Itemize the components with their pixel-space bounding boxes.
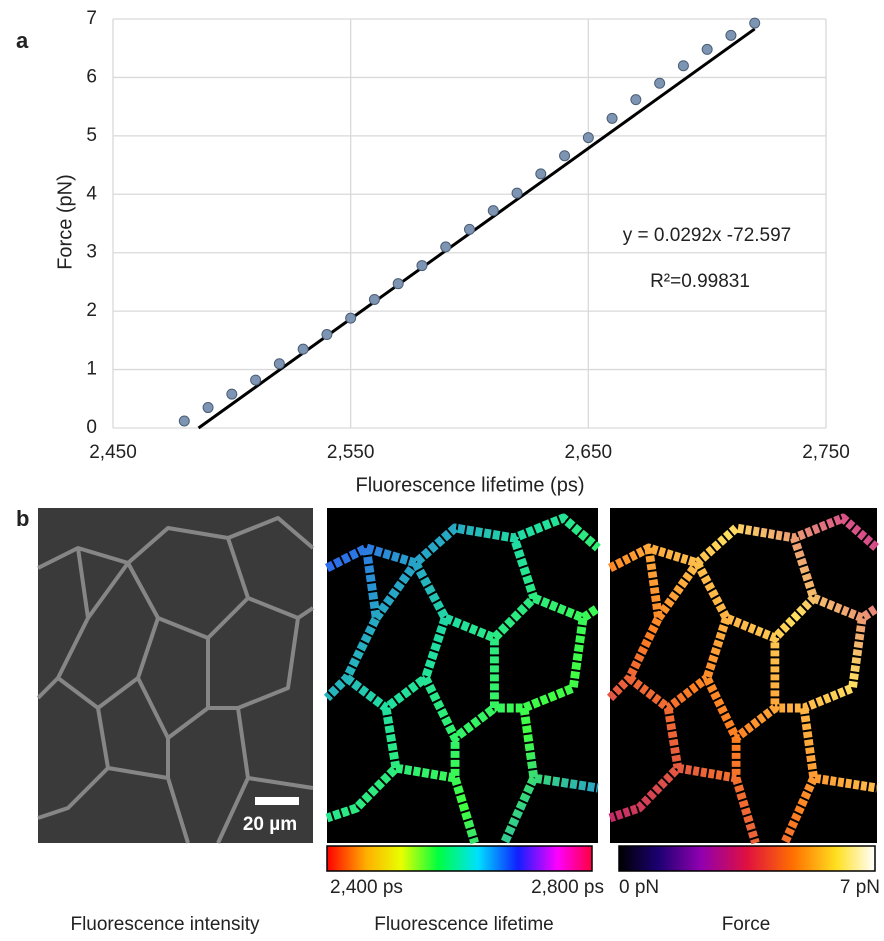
image-caption: Fluorescence intensity — [70, 914, 260, 935]
x-tick-label: 2,450 — [89, 442, 137, 463]
data-point — [441, 242, 451, 252]
data-point — [346, 313, 356, 323]
data-point — [583, 133, 593, 143]
data-point — [274, 359, 284, 369]
data-point — [465, 224, 475, 234]
data-point — [203, 403, 213, 413]
data-point — [536, 169, 546, 179]
data-point — [726, 30, 736, 40]
x-tick-label: 2,650 — [565, 442, 613, 463]
y-tick-label: 0 — [86, 417, 97, 438]
y-tick-label: 3 — [86, 242, 97, 263]
data-point — [227, 389, 237, 399]
data-point — [750, 18, 760, 28]
colorbar — [327, 846, 592, 871]
data-point — [298, 344, 308, 354]
data-point — [607, 113, 617, 123]
data-point — [322, 330, 332, 340]
scale-bar — [255, 797, 299, 805]
data-point — [702, 44, 712, 54]
y-tick-label: 5 — [86, 125, 97, 146]
data-point — [488, 206, 498, 216]
scale-bar-label: 20 µm — [243, 814, 297, 835]
y-tick-label: 4 — [86, 183, 97, 204]
data-point — [393, 279, 403, 289]
x-tick-label: 2,750 — [802, 442, 850, 463]
data-point — [251, 375, 261, 385]
panel-label: b — [16, 506, 29, 531]
equation: y = 0.0292x -72.597 — [623, 225, 792, 246]
data-point — [560, 151, 570, 161]
y-tick-label: 1 — [86, 359, 97, 380]
data-point — [678, 61, 688, 71]
y-tick-label: 2 — [86, 300, 97, 321]
lifetime-image — [327, 508, 598, 843]
x-axis-label: Fluorescence lifetime (ps) — [356, 474, 585, 496]
y-axis-label: Force (pN) — [54, 174, 76, 270]
data-point — [655, 78, 665, 88]
colorbar-label: 2,400 ps — [330, 877, 403, 898]
figure: a b 0 1 2 3 4 5 6 7 2,450 2,550 2,650 2,750 Fluores… — [0, 0, 884, 941]
image-caption: Fluorescence lifetime — [374, 914, 554, 935]
panel-label: a — [16, 28, 29, 53]
data-point — [179, 416, 189, 426]
colorbar-label: 2,800 ps — [531, 877, 604, 898]
y-tick-label: 6 — [86, 66, 97, 87]
x-tick-label: 2,550 — [327, 442, 375, 463]
data-point — [369, 294, 379, 304]
y-tick-label: 7 — [86, 8, 97, 29]
force-image — [610, 508, 877, 843]
data-point — [512, 188, 522, 198]
data-point — [631, 95, 641, 105]
image-caption: Force — [722, 914, 771, 935]
data-point — [417, 261, 427, 271]
r-squared: R²=0.99831 — [650, 271, 750, 292]
colorbar — [619, 846, 875, 871]
colorbar-label: 7 pN — [840, 877, 880, 898]
intensity-image: 20 µm — [38, 508, 313, 843]
colorbar-label: 0 pN — [619, 877, 659, 898]
